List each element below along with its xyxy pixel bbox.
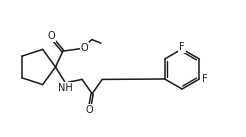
Text: O: O xyxy=(86,105,93,115)
Text: F: F xyxy=(179,42,185,52)
Text: O: O xyxy=(81,43,88,53)
Text: NH: NH xyxy=(58,83,73,93)
Text: O: O xyxy=(47,31,55,41)
Text: F: F xyxy=(201,75,207,85)
